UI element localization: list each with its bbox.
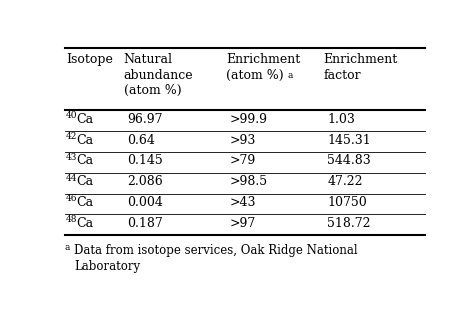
Text: 44: 44 [66, 174, 77, 183]
Text: 48: 48 [66, 215, 77, 224]
Text: 0.64: 0.64 [127, 134, 155, 147]
Text: 43: 43 [66, 153, 77, 162]
Text: 46: 46 [66, 194, 77, 203]
Text: Ca: Ca [76, 154, 93, 167]
Text: 145.31: 145.31 [328, 134, 371, 147]
Text: 0.187: 0.187 [127, 217, 163, 230]
Text: 47.22: 47.22 [328, 175, 363, 188]
Text: 96.97: 96.97 [127, 113, 163, 126]
Text: Enrichment
factor: Enrichment factor [324, 53, 398, 82]
Text: >79: >79 [230, 154, 256, 167]
Text: >93: >93 [230, 134, 256, 147]
Text: 42: 42 [66, 132, 77, 141]
Text: 1.03: 1.03 [328, 113, 356, 126]
Text: >98.5: >98.5 [230, 175, 268, 188]
Text: Isotope: Isotope [66, 53, 113, 66]
Text: 2.086: 2.086 [127, 175, 163, 188]
Text: 544.83: 544.83 [328, 154, 371, 167]
Text: 518.72: 518.72 [328, 217, 371, 230]
Text: Ca: Ca [76, 175, 93, 188]
Text: Ca: Ca [76, 196, 93, 209]
Text: Ca: Ca [76, 113, 93, 126]
Text: Data from isotope services, Oak Ridge National
Laboratory: Data from isotope services, Oak Ridge Na… [74, 244, 357, 273]
Text: 40: 40 [66, 111, 77, 120]
Text: 10750: 10750 [328, 196, 367, 209]
Text: >43: >43 [230, 196, 256, 209]
Text: 0.004: 0.004 [127, 196, 163, 209]
Text: >97: >97 [230, 217, 256, 230]
Text: >99.9: >99.9 [230, 113, 268, 126]
Text: Enrichment
(atom %): Enrichment (atom %) [227, 53, 301, 82]
Text: Ca: Ca [76, 134, 93, 147]
Text: a: a [287, 71, 292, 80]
Text: 0.145: 0.145 [127, 154, 163, 167]
Text: Natural
abundance
(atom %): Natural abundance (atom %) [124, 53, 193, 97]
Text: a: a [65, 243, 70, 252]
Text: Ca: Ca [76, 217, 93, 230]
